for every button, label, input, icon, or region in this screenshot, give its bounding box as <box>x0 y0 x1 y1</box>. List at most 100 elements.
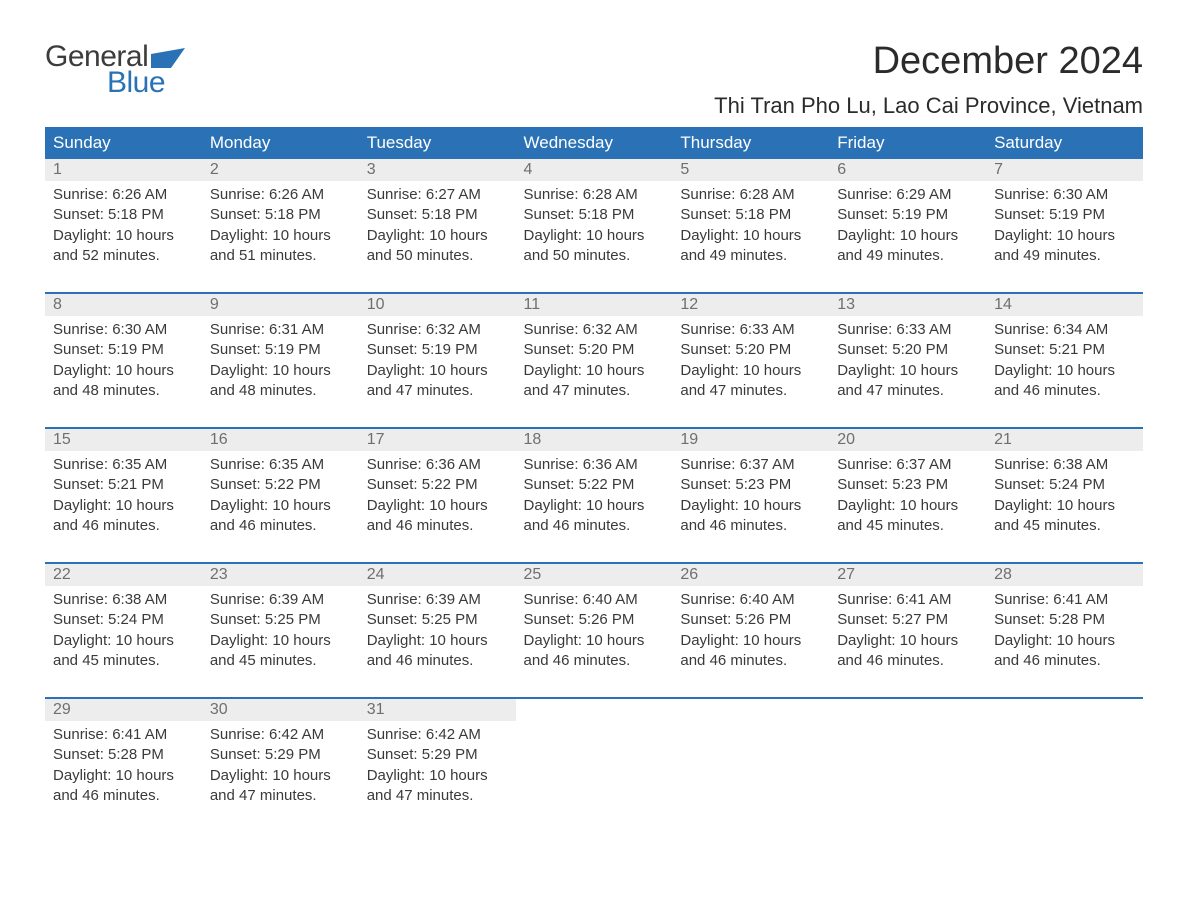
day-content: Sunrise: 6:30 AMSunset: 5:19 PMDaylight:… <box>45 316 202 427</box>
sunrise-line: Sunrise: 6:42 AM <box>367 725 508 745</box>
sunrise-line: Sunrise: 6:37 AM <box>837 455 978 475</box>
day-content: Sunrise: 6:40 AMSunset: 5:26 PMDaylight:… <box>516 586 673 697</box>
day-number: 15 <box>45 429 202 451</box>
logo: General Blue <box>45 40 185 100</box>
sunset-line: Sunset: 5:22 PM <box>524 475 665 495</box>
day-content: Sunrise: 6:41 AMSunset: 5:27 PMDaylight:… <box>829 586 986 697</box>
col-monday: Monday <box>202 127 359 159</box>
day-content: Sunrise: 6:29 AMSunset: 5:19 PMDaylight:… <box>829 181 986 292</box>
day-number: 10 <box>359 294 516 316</box>
day-content: Sunrise: 6:38 AMSunset: 5:24 PMDaylight:… <box>986 451 1143 562</box>
day-number: 12 <box>672 294 829 316</box>
day-number: 18 <box>516 429 673 451</box>
calendar-cell: 30Sunrise: 6:42 AMSunset: 5:29 PMDayligh… <box>202 698 359 832</box>
calendar-cell: 1Sunrise: 6:26 AMSunset: 5:18 PMDaylight… <box>45 159 202 293</box>
daylight-line: Daylight: 10 hours and 47 minutes. <box>367 361 508 402</box>
calendar-cell <box>672 698 829 832</box>
sunrise-line: Sunrise: 6:33 AM <box>837 320 978 340</box>
sunset-line: Sunset: 5:18 PM <box>367 205 508 225</box>
daylight-line: Daylight: 10 hours and 46 minutes. <box>994 361 1135 402</box>
day-number: 27 <box>829 564 986 586</box>
flag-icon <box>151 48 185 68</box>
calendar-cell <box>516 698 673 832</box>
day-number: 11 <box>516 294 673 316</box>
day-number: 30 <box>202 699 359 721</box>
calendar-cell: 31Sunrise: 6:42 AMSunset: 5:29 PMDayligh… <box>359 698 516 832</box>
day-number: 6 <box>829 159 986 181</box>
daylight-line: Daylight: 10 hours and 46 minutes. <box>210 496 351 537</box>
day-number: 29 <box>45 699 202 721</box>
day-content: Sunrise: 6:28 AMSunset: 5:18 PMDaylight:… <box>672 181 829 292</box>
daylight-line: Daylight: 10 hours and 46 minutes. <box>837 631 978 672</box>
sunset-line: Sunset: 5:25 PM <box>210 610 351 630</box>
calendar-cell: 2Sunrise: 6:26 AMSunset: 5:18 PMDaylight… <box>202 159 359 293</box>
daylight-line: Daylight: 10 hours and 52 minutes. <box>53 226 194 267</box>
sunset-line: Sunset: 5:21 PM <box>994 340 1135 360</box>
sunrise-line: Sunrise: 6:38 AM <box>53 590 194 610</box>
day-content: Sunrise: 6:31 AMSunset: 5:19 PMDaylight:… <box>202 316 359 427</box>
day-number: 19 <box>672 429 829 451</box>
calendar-cell: 28Sunrise: 6:41 AMSunset: 5:28 PMDayligh… <box>986 563 1143 698</box>
calendar-cell: 27Sunrise: 6:41 AMSunset: 5:27 PMDayligh… <box>829 563 986 698</box>
daylight-line: Daylight: 10 hours and 45 minutes. <box>994 496 1135 537</box>
day-number: 31 <box>359 699 516 721</box>
calendar-table: Sunday Monday Tuesday Wednesday Thursday… <box>45 127 1143 832</box>
calendar-cell: 25Sunrise: 6:40 AMSunset: 5:26 PMDayligh… <box>516 563 673 698</box>
day-content: Sunrise: 6:41 AMSunset: 5:28 PMDaylight:… <box>45 721 202 832</box>
day-content: Sunrise: 6:32 AMSunset: 5:20 PMDaylight:… <box>516 316 673 427</box>
day-number: 25 <box>516 564 673 586</box>
sunrise-line: Sunrise: 6:30 AM <box>994 185 1135 205</box>
sunset-line: Sunset: 5:23 PM <box>837 475 978 495</box>
sunrise-line: Sunrise: 6:33 AM <box>680 320 821 340</box>
sunrise-line: Sunrise: 6:41 AM <box>994 590 1135 610</box>
calendar-cell: 20Sunrise: 6:37 AMSunset: 5:23 PMDayligh… <box>829 428 986 563</box>
daylight-line: Daylight: 10 hours and 46 minutes. <box>53 496 194 537</box>
daylight-line: Daylight: 10 hours and 45 minutes. <box>837 496 978 537</box>
header-row: Sunday Monday Tuesday Wednesday Thursday… <box>45 127 1143 159</box>
calendar-cell: 26Sunrise: 6:40 AMSunset: 5:26 PMDayligh… <box>672 563 829 698</box>
sunrise-line: Sunrise: 6:26 AM <box>53 185 194 205</box>
sunset-line: Sunset: 5:28 PM <box>994 610 1135 630</box>
sunset-line: Sunset: 5:19 PM <box>210 340 351 360</box>
day-number: 22 <box>45 564 202 586</box>
sunset-line: Sunset: 5:18 PM <box>680 205 821 225</box>
col-thursday: Thursday <box>672 127 829 159</box>
sunset-line: Sunset: 5:18 PM <box>524 205 665 225</box>
daylight-line: Daylight: 10 hours and 46 minutes. <box>53 766 194 807</box>
daylight-line: Daylight: 10 hours and 49 minutes. <box>837 226 978 267</box>
table-row: 22Sunrise: 6:38 AMSunset: 5:24 PMDayligh… <box>45 563 1143 698</box>
col-tuesday: Tuesday <box>359 127 516 159</box>
table-row: 15Sunrise: 6:35 AMSunset: 5:21 PMDayligh… <box>45 428 1143 563</box>
day-content: Sunrise: 6:36 AMSunset: 5:22 PMDaylight:… <box>516 451 673 562</box>
logo-word-blue: Blue <box>107 66 185 100</box>
day-number: 8 <box>45 294 202 316</box>
sunset-line: Sunset: 5:24 PM <box>994 475 1135 495</box>
day-content: Sunrise: 6:37 AMSunset: 5:23 PMDaylight:… <box>672 451 829 562</box>
sunset-line: Sunset: 5:19 PM <box>367 340 508 360</box>
sunrise-line: Sunrise: 6:26 AM <box>210 185 351 205</box>
day-content: Sunrise: 6:39 AMSunset: 5:25 PMDaylight:… <box>202 586 359 697</box>
day-content: Sunrise: 6:42 AMSunset: 5:29 PMDaylight:… <box>202 721 359 832</box>
sunrise-line: Sunrise: 6:39 AM <box>210 590 351 610</box>
day-number: 5 <box>672 159 829 181</box>
daylight-line: Daylight: 10 hours and 51 minutes. <box>210 226 351 267</box>
day-content: Sunrise: 6:30 AMSunset: 5:19 PMDaylight:… <box>986 181 1143 292</box>
daylight-line: Daylight: 10 hours and 46 minutes. <box>367 496 508 537</box>
daylight-line: Daylight: 10 hours and 45 minutes. <box>53 631 194 672</box>
sunset-line: Sunset: 5:29 PM <box>210 745 351 765</box>
sunrise-line: Sunrise: 6:28 AM <box>524 185 665 205</box>
sunrise-line: Sunrise: 6:37 AM <box>680 455 821 475</box>
sunrise-line: Sunrise: 6:36 AM <box>367 455 508 475</box>
day-content: Sunrise: 6:26 AMSunset: 5:18 PMDaylight:… <box>45 181 202 292</box>
calendar-cell: 3Sunrise: 6:27 AMSunset: 5:18 PMDaylight… <box>359 159 516 293</box>
sunset-line: Sunset: 5:22 PM <box>210 475 351 495</box>
col-friday: Friday <box>829 127 986 159</box>
calendar-cell: 24Sunrise: 6:39 AMSunset: 5:25 PMDayligh… <box>359 563 516 698</box>
sunrise-line: Sunrise: 6:40 AM <box>524 590 665 610</box>
daylight-line: Daylight: 10 hours and 46 minutes. <box>524 496 665 537</box>
day-content: Sunrise: 6:28 AMSunset: 5:18 PMDaylight:… <box>516 181 673 292</box>
sunset-line: Sunset: 5:22 PM <box>367 475 508 495</box>
calendar-cell: 22Sunrise: 6:38 AMSunset: 5:24 PMDayligh… <box>45 563 202 698</box>
daylight-line: Daylight: 10 hours and 46 minutes. <box>680 631 821 672</box>
table-row: 1Sunrise: 6:26 AMSunset: 5:18 PMDaylight… <box>45 159 1143 293</box>
